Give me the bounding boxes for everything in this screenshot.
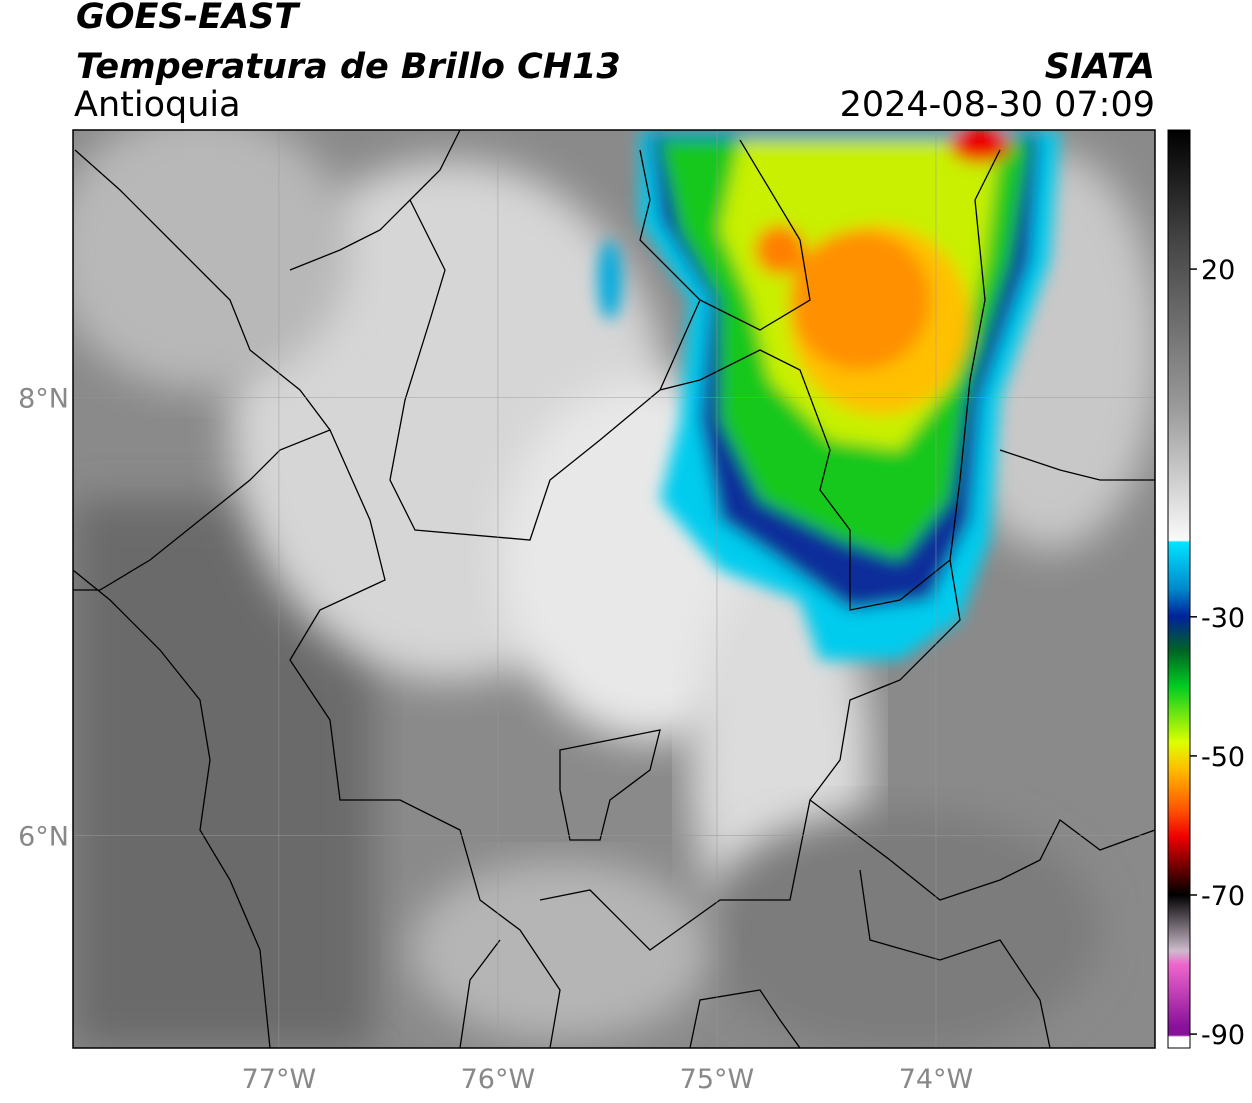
source: SIATA <box>1045 47 1155 87</box>
colorbar-tick-label: -70 <box>1201 881 1245 912</box>
y-tick-label: 8°N <box>18 383 69 414</box>
x-tick-label: 77°W <box>242 1064 317 1095</box>
x-tick-label: 76°W <box>461 1064 536 1095</box>
region: Antioquia <box>74 85 241 125</box>
colorbar-tick-label: -30 <box>1201 603 1245 634</box>
x-tick-label: 75°W <box>680 1064 755 1095</box>
subtitle: Temperatura de Brillo CH13 <box>76 47 621 87</box>
datetime: 2024-08-30 07:09 <box>840 85 1155 125</box>
map-frame <box>72 129 1156 1049</box>
title: GOES-EAST <box>76 0 301 37</box>
graticule <box>73 130 1155 1048</box>
x-tick-label: 74°W <box>899 1064 974 1095</box>
y-tick-label: 6°N <box>18 821 69 852</box>
colorbar-tick-label: -50 <box>1201 742 1245 773</box>
colorbar-tick-label: -90 <box>1201 1020 1245 1051</box>
satellite-image <box>73 130 1155 1048</box>
colorbar <box>1167 129 1191 1049</box>
colorbar-tick-label: 20 <box>1201 255 1235 286</box>
